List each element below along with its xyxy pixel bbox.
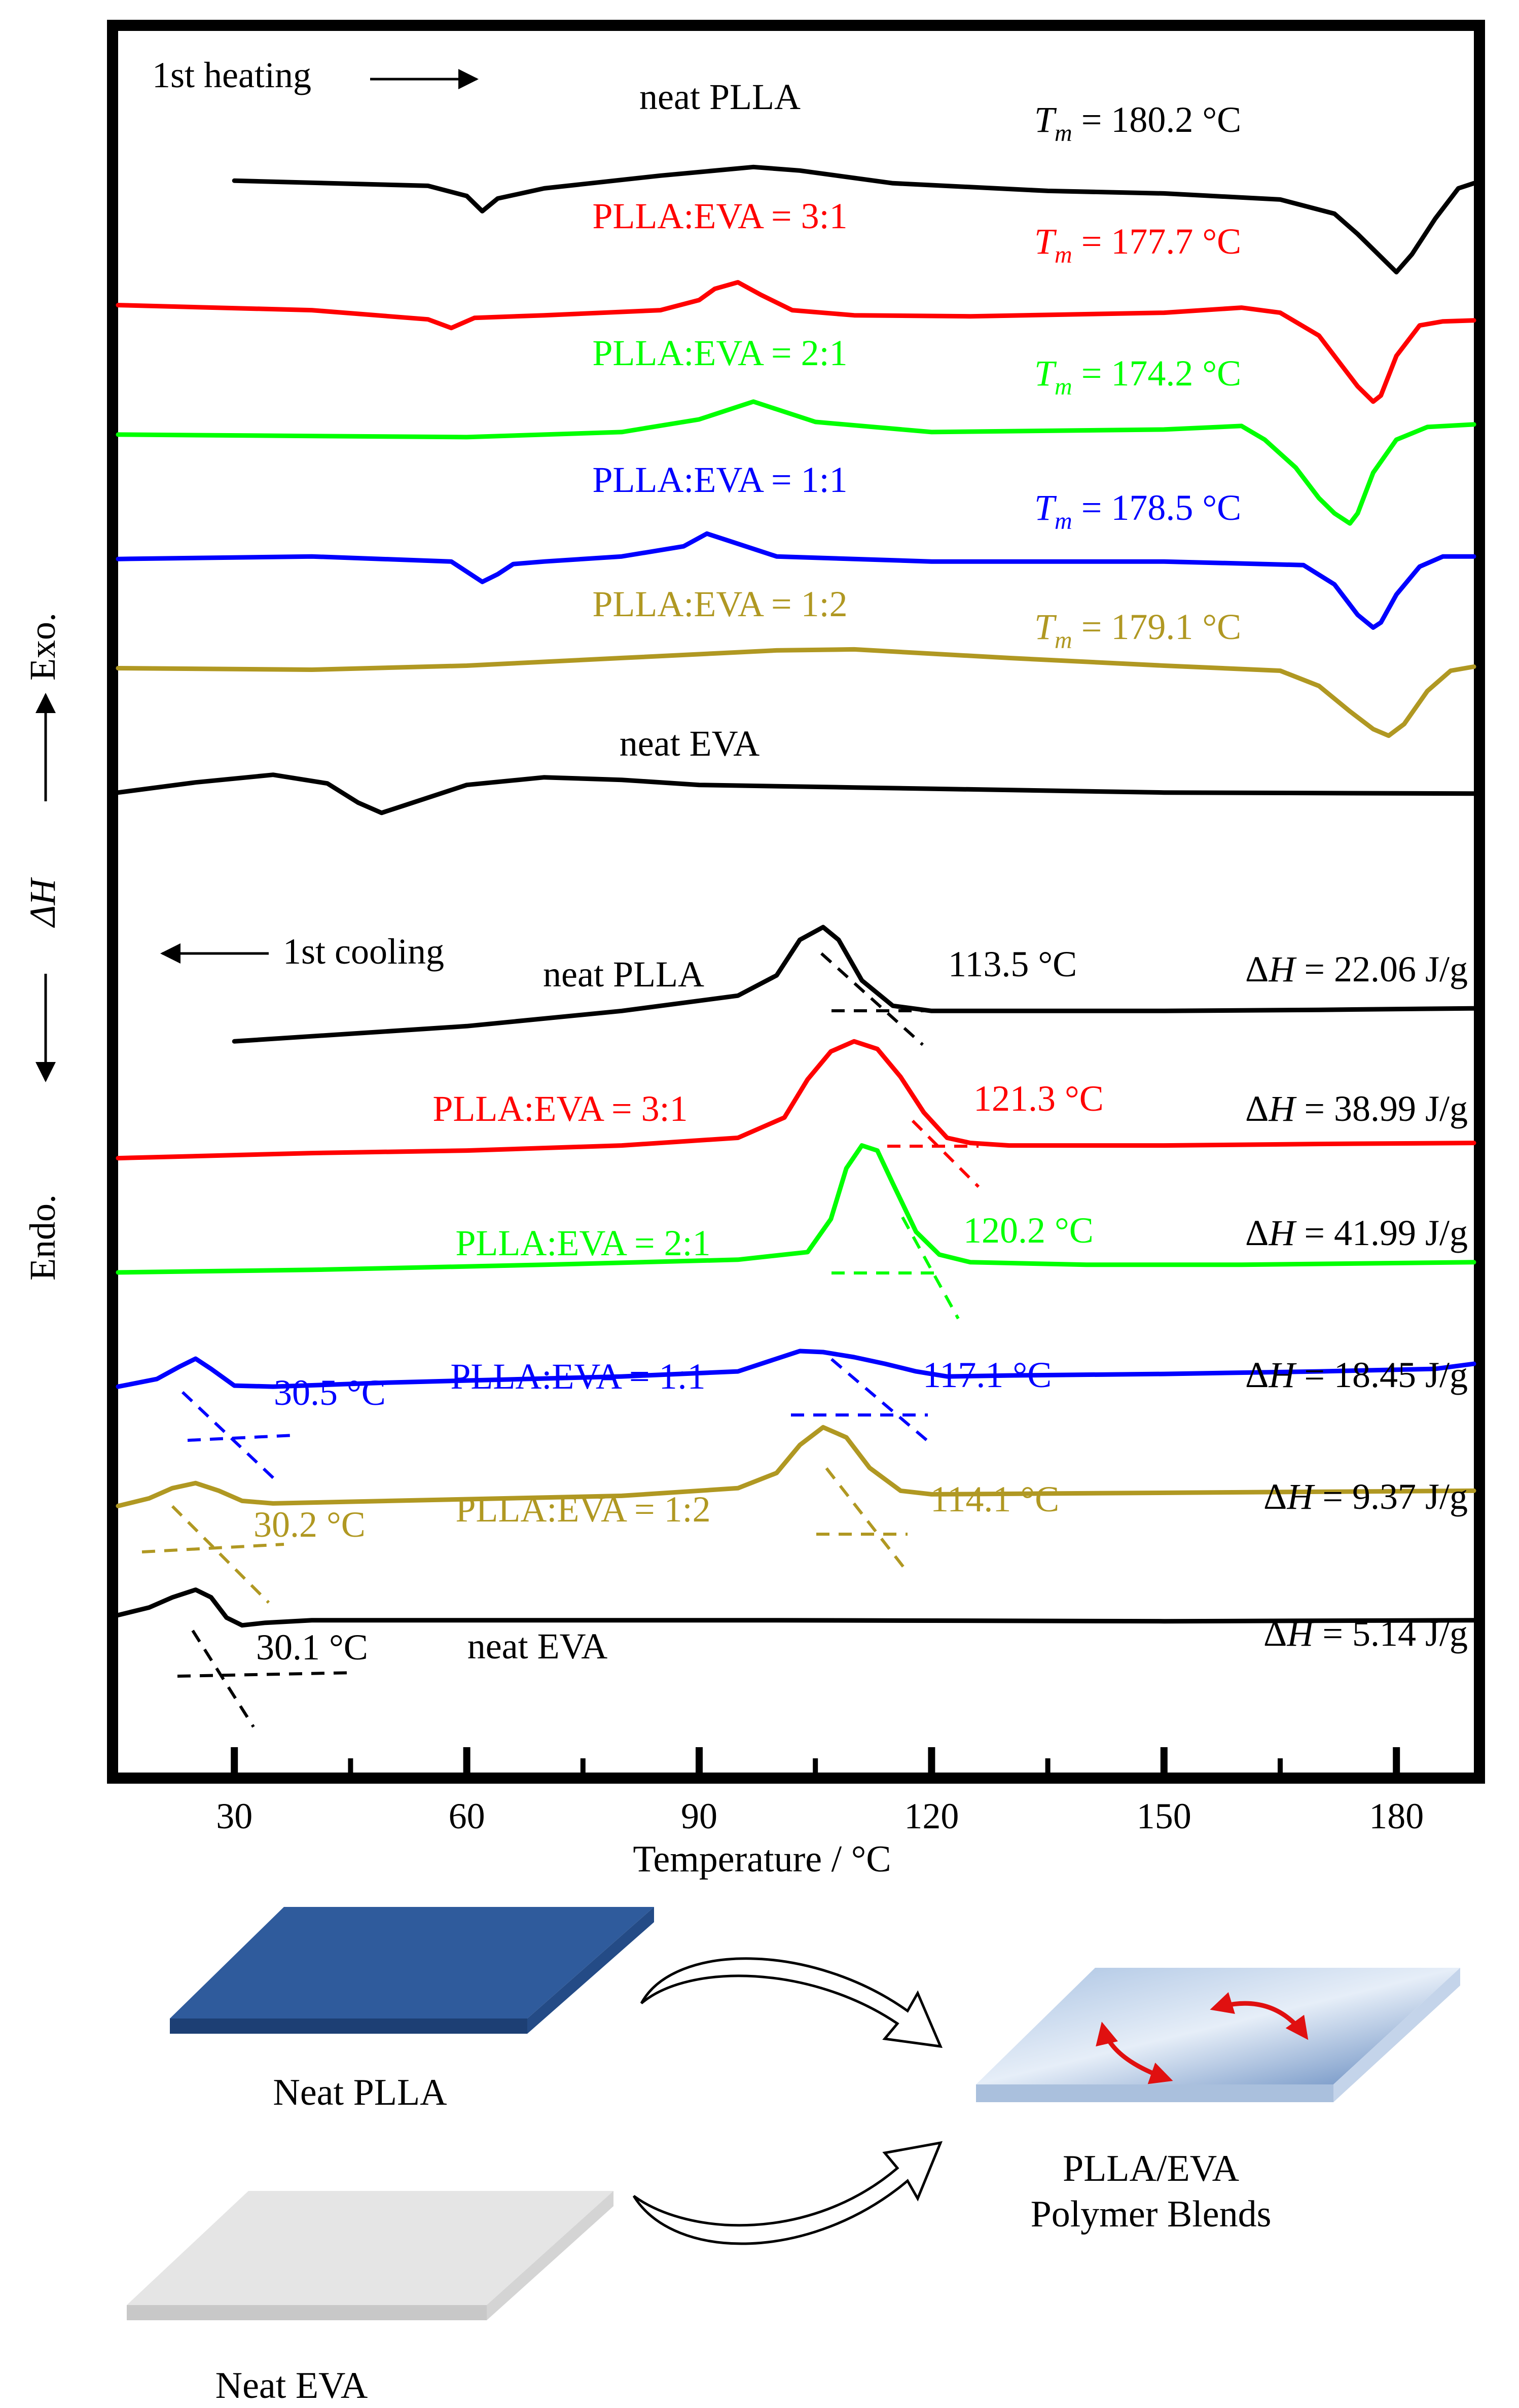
series-line-heating-3 [116,531,1476,630]
series-line-heating-4 [116,647,1476,738]
series-line-cooling-6 [232,925,1476,1044]
series-line-heating-0 [232,164,1476,275]
heating-tm-label-1: Tm = 177.7 °C [1034,221,1241,268]
eva-label: Neat EVA [215,2365,368,2406]
red-arrow-right [1210,1992,1309,2040]
annotation-layer: neat PLLA Tm = 180.2 °C PLLA:EVA = 3:1 Tm =… [141,77,1468,1728]
cooling-onset-label-10: 114.1 °C [930,1479,1059,1519]
cooling-dh-label-10: ΔH = 9.37 J/g [1263,1476,1468,1517]
cooling-onset-label-8: 120.2 °C [963,1210,1094,1251]
cooling-low-onset-label-9: 30.5 °C [274,1372,386,1413]
cooling-low-onset-label-10: 30.2 °C [254,1504,366,1545]
cooling-series-label-10: PLLA:EVA = 1:2 [455,1489,710,1530]
y-label-exo: Exo. [22,613,63,681]
tangent-21-slope [901,1216,960,1320]
heating-label: 1st heating [152,55,311,95]
heating-series-label-4: PLLA:EVA = 1:2 [592,584,847,624]
cooling-dh-label-8: ΔH = 41.99 J/g [1245,1213,1468,1253]
cooling-onset-label-7: 121.3 °C [973,1078,1104,1119]
tangent-31-slope [911,1119,980,1188]
x-tick-label-90: 90 [681,1796,717,1836]
heating-tm-label-0: Tm = 180.2 °C [1034,99,1241,147]
heating-tm-label-3: Tm = 178.5 °C [1034,487,1241,535]
series-line-heating-5 [116,772,1476,816]
heating-series-label-2: PLLA:EVA = 2:1 [592,333,847,373]
cooling-low-onset-label-11: 30.1 °C [256,1627,368,1668]
cooling-annotation: 1st cooling [160,931,444,972]
red-arrow-left [1096,2022,1173,2084]
blend-sheet [976,1968,1460,2102]
cooling-onset-label-6: 113.5 °C [948,944,1077,984]
pla-label: Neat PLLA [273,2072,447,2113]
y-label-dh: ΔH [22,877,63,928]
blend-label-1: PLLA/EVA [1063,2148,1239,2189]
series-line-heating-1 [116,280,1476,404]
process-arrow-top [640,1957,943,2048]
cooling-dh-label-7: ΔH = 38.99 J/g [1245,1088,1468,1129]
series-line-cooling-9 [116,1349,1476,1389]
series-line-cooling-7 [116,1039,1476,1161]
tangent-12-low-slope [171,1505,270,1604]
cooling-series-label-11: neat EVA [467,1626,608,1667]
cooling-series-label-6: neat PLLA [543,954,704,995]
process-arrow-bottom [632,2141,943,2245]
series-line-heating-2 [116,399,1476,526]
cooling-series-label-7: PLLA:EVA = 3:1 [432,1088,688,1129]
tangent-eva-baseline [177,1671,355,1678]
tangent-11-low-baseline [187,1434,295,1442]
series-layer [116,164,1476,1628]
heating-series-label-1: PLLA:EVA = 3:1 [592,196,847,236]
heating-tm-label-4: Tm = 179.1 °C [1034,607,1241,654]
x-tick-label-150: 150 [1137,1796,1191,1836]
cooling-label: 1st cooling [283,931,444,972]
heating-series-label-3: PLLA:EVA = 1:1 [592,459,847,500]
x-axis-ticks: 30 60 90 120 150 180 [216,1747,1424,1836]
series-line-cooling-10 [116,1425,1476,1508]
tangent-neat-pla-slope [820,952,924,1046]
x-tick-label-180: 180 [1369,1796,1424,1836]
blend-red-arrows [1096,1992,1309,2084]
cooling-dh-label-6: ΔH = 22.06 J/g [1245,949,1468,989]
tangent-12-low-baseline [141,1543,284,1553]
eva-sheet [127,2191,613,2320]
y-label-endo: Endo. [22,1194,63,1281]
heating-tm-label-2: Tm = 174.2 °C [1034,353,1241,400]
series-line-cooling-8 [116,1143,1476,1275]
heating-annotation: 1st heating [152,55,479,95]
pla-sheet [170,1907,654,2034]
schematic: Neat PLLA Neat EVA PLLA/EVA Polymer Blen… [127,1907,1460,2406]
cooling-dh-label-11: ΔH = 5.14 J/g [1263,1613,1468,1654]
cooling-dh-label-9: ΔH = 18.45 J/g [1245,1355,1468,1395]
series-line-cooling-11 [116,1587,1476,1628]
x-tick-label-120: 120 [904,1796,959,1836]
heating-series-label-0: neat PLLA [639,77,801,117]
blend-label-2: Polymer Blends [1031,2193,1272,2235]
cooling-onset-label-9: 117.1 °C [923,1355,1052,1395]
cooling-series-label-9: PLLA:EVA = 1:1 [450,1356,705,1397]
x-axis-title: Temperature / °C [633,1838,891,1880]
heating-series-label-5: neat EVA [620,723,760,764]
cooling-series-label-8: PLLA:EVA = 2:1 [455,1223,710,1263]
tangent-eva-slope [191,1630,255,1728]
dsc-chart: 30 60 90 120 150 180 neat PLLA Tm = 180.2 °C PL… [22,20,1485,1880]
y-axis-label: Exo. ΔH Endo. [22,613,63,1281]
x-tick-label-60: 60 [449,1796,485,1836]
x-tick-label-30: 30 [216,1796,252,1836]
plot-frame [107,20,1485,1784]
